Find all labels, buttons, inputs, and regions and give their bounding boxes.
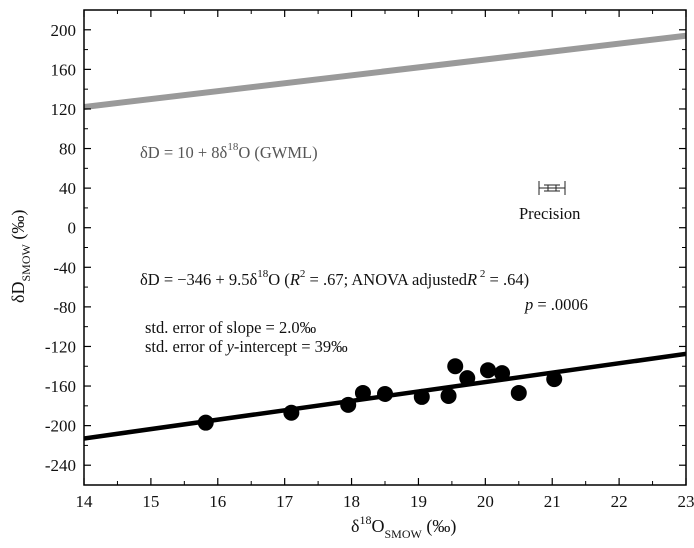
y-axis-title: δDSMOW (‰) (8, 210, 33, 303)
data-point (440, 387, 457, 404)
plot-area-frame (83, 9, 687, 486)
x-title-sup: 18 (359, 513, 371, 527)
data-point (413, 388, 430, 405)
gwml-line (84, 32, 686, 110)
y-tick-label: -160 (45, 377, 76, 396)
x-tick-label: 23 (678, 492, 694, 511)
y-tick-label: 0 (68, 219, 77, 238)
x-title-sub: SMOW (384, 527, 422, 541)
data-point (459, 370, 476, 387)
fit-equation: δD = −346 + 9.5δ18O (R2 = .67; ANOVA adj… (140, 268, 529, 289)
x-title-lead: δ (351, 516, 359, 536)
y-tick-label: -200 (45, 417, 76, 436)
fit-eq-tail: = .64) (485, 270, 529, 289)
x-tick-label: 15 (142, 492, 159, 511)
intercept-error-lead: std. error of (145, 337, 227, 356)
regression-lines (84, 32, 686, 441)
data-point (340, 396, 357, 413)
data-point (197, 414, 214, 431)
precision-error-bar (538, 181, 566, 195)
intercept-error-y: y (225, 337, 235, 356)
x-tick-label: 19 (410, 492, 427, 511)
x-title-unit: (‰) (422, 516, 457, 537)
fit-eq-lead: δD = −346 + 9.5δ (140, 270, 257, 289)
data-point (283, 404, 300, 421)
data-point (480, 362, 497, 379)
data-point (447, 358, 464, 375)
y-tick-label: 200 (51, 21, 77, 40)
y-title-main: δD (8, 282, 28, 303)
fit-eq-r2: R (466, 270, 477, 289)
data-point (494, 365, 511, 382)
y-tick-label: 160 (51, 60, 77, 79)
y-tick-label: -240 (45, 456, 76, 475)
gwml-eq-tail: O (GWML) (238, 143, 317, 162)
x-tick-label: 18 (343, 492, 360, 511)
fit-eq-mid2: = .67; ANOVA adjusted (305, 270, 467, 289)
y-tick-label: 80 (59, 140, 76, 159)
gwml-equation: δD = 10 + 8δ18O (GWML) (140, 141, 318, 162)
intercept-error-tail: -intercept = 39‰ (234, 337, 348, 356)
precision-label: Precision (519, 204, 580, 223)
x-title-main: O (371, 516, 384, 536)
y-title-sub: SMOW (19, 244, 33, 282)
x-tick-label: 17 (276, 492, 294, 511)
y-tick-label: 40 (59, 179, 76, 198)
gwml-eq-sup: 18 (227, 141, 239, 153)
x-axis-title: δ18OSMOW (‰) (351, 513, 456, 541)
fit-eq-mid: O ( (268, 270, 290, 289)
y-tick-label: -80 (53, 298, 76, 317)
y-tick-label: -120 (45, 337, 76, 356)
data-points (197, 358, 563, 431)
p-value-symbol: p (524, 295, 533, 314)
p-value: p = .0006 (524, 295, 588, 314)
p-value-rest: = .0006 (533, 295, 588, 314)
x-tick-label: 14 (76, 492, 94, 511)
fit-eq-sup2b: 2 (477, 268, 485, 280)
fit-eq-sup18: 18 (257, 268, 269, 280)
y-tick-label: -40 (53, 258, 76, 277)
x-tick-label: 20 (477, 492, 494, 511)
fit-eq-sup2: 2 (300, 268, 306, 280)
x-axis-ticks: 14 15 16 17 18 19 20 21 22 23 (76, 10, 694, 511)
y-title-unit: (‰) (8, 210, 29, 245)
data-point (510, 384, 527, 401)
gwml-eq-lead: δD = 10 + 8δ (140, 143, 228, 162)
intercept-error: std. error of y-intercept = 39‰ (145, 337, 348, 356)
x-tick-label: 16 (209, 492, 226, 511)
y-axis-ticks: 200 160 120 80 40 0 -40 -80 -120 -160 -200 -240 (45, 9, 686, 475)
data-point (354, 384, 371, 401)
fit-eq-r: R (289, 270, 300, 289)
slope-error: std. error of slope = 2.0‰ (145, 318, 317, 337)
y-tick-label: 120 (51, 100, 77, 119)
data-point (377, 385, 393, 402)
x-tick-label: 22 (611, 492, 628, 511)
x-tick-label: 21 (544, 492, 561, 511)
data-point (546, 371, 563, 388)
